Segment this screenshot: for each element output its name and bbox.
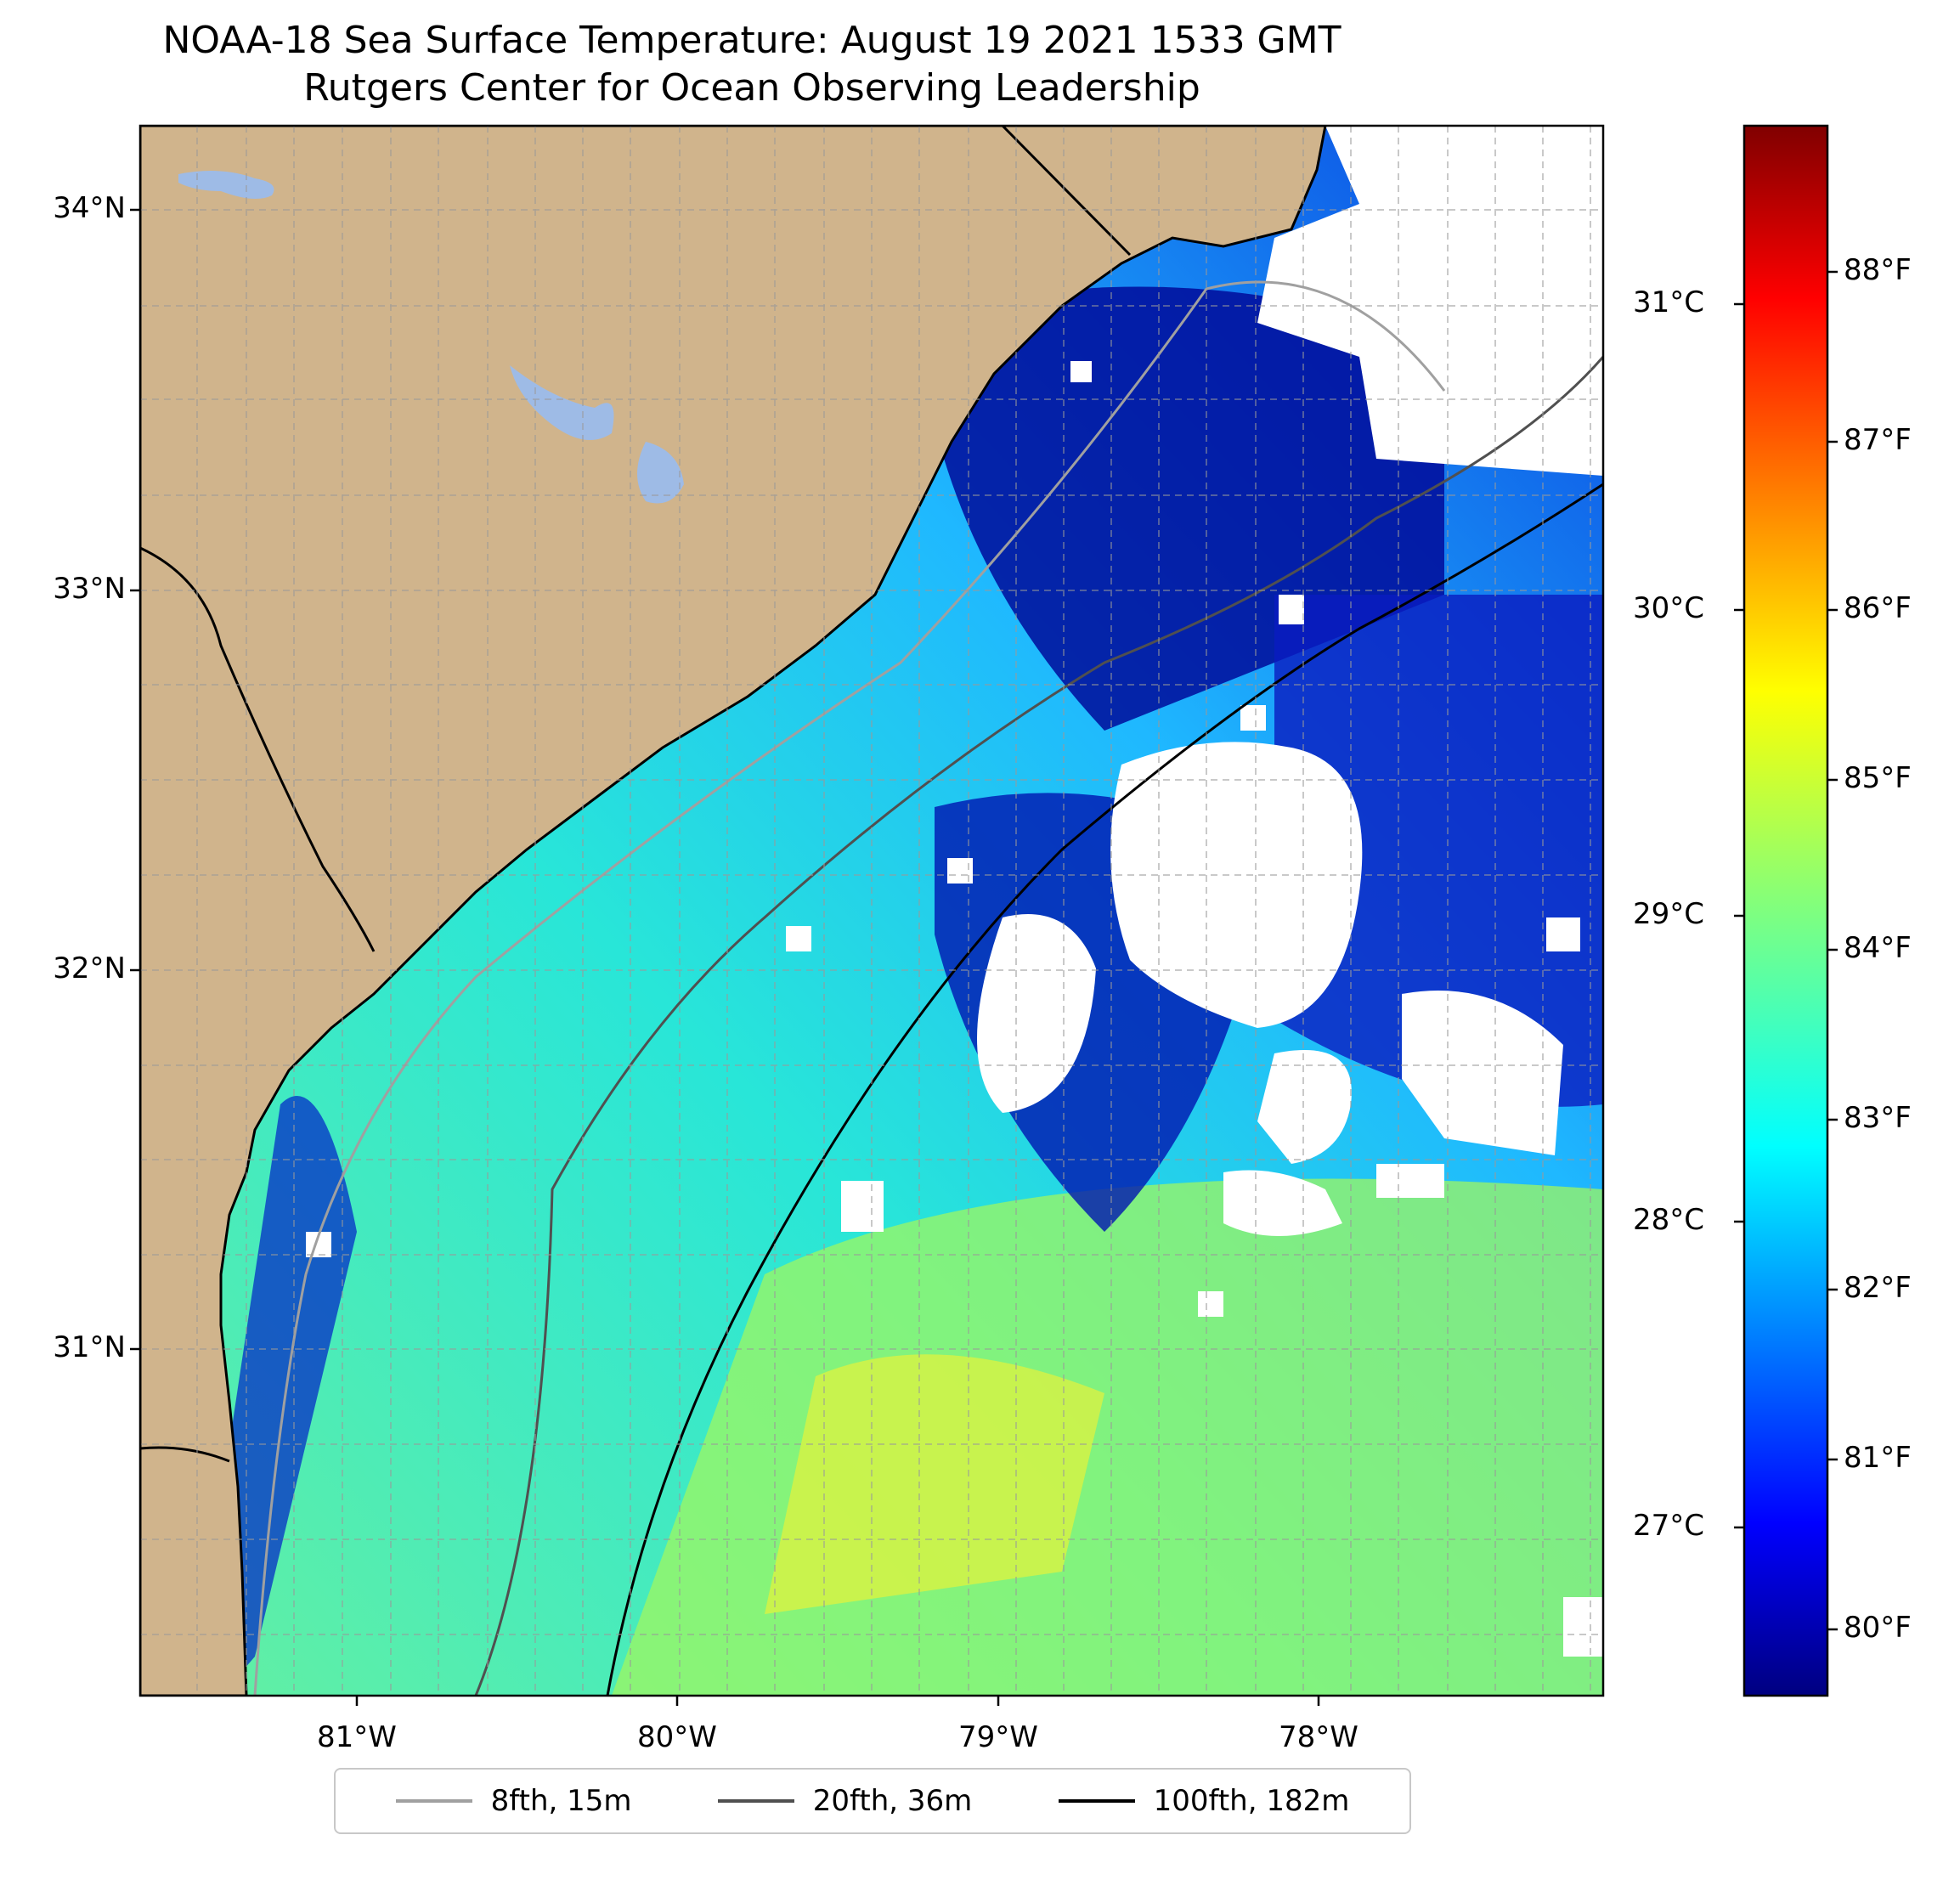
map-gridlines [140,126,1603,1696]
lat-tick-31n: 31°N [53,1330,126,1364]
legend-swatch-8fth [395,1799,472,1803]
colorbar-tick-29c: 29°C [1633,897,1705,931]
legend-item-100fth: 100fth, 182m [1058,1784,1350,1818]
map-title: NOAA-18 Sea Surface Temperature: August … [162,19,1341,62]
isobath-100fth [606,483,1603,1696]
lake-marion [510,365,614,440]
colorbar-tick-85f: 85°F [1844,761,1912,795]
lake-north [178,171,274,199]
lake-moultrie [637,442,684,504]
legend-label-8fth: 8fth, 15m [490,1784,632,1818]
colorbar-tick-27c: 27°C [1633,1509,1705,1543]
lat-tick-34n: 34°N [53,191,126,225]
isobath-legend: 8fth, 15m 20fth, 36m 100fth, 182m [334,1768,1411,1834]
colorbar-tick-84f: 84°F [1844,931,1912,965]
cool-water-east [1274,595,1603,1107]
legend-label-100fth: 100fth, 182m [1153,1784,1350,1818]
map-subtitle: Rutgers Center for Ocean Observing Leade… [303,66,1200,110]
isobath-8fth [253,280,1446,1696]
lon-tick-78w: 78°W [1279,1720,1358,1754]
legend-swatch-20fth [717,1799,794,1803]
lat-tick-32n: 32°N [53,951,126,985]
isobath-20fth [474,356,1603,1696]
lon-tick-81w: 81°W [317,1720,397,1754]
lat-tick-33n: 33°N [53,572,126,606]
colorbar-tick-31c: 31°C [1633,285,1705,319]
axis-ticks [130,208,1320,1706]
colorbar-tick-82f: 82°F [1844,1271,1912,1305]
land-mass [140,126,1327,1696]
colorbar-tick-88f: 88°F [1844,253,1912,287]
colorbar-tick-28c: 28°C [1633,1203,1705,1237]
legend-swatch-100fth [1058,1799,1135,1803]
cloud-mask [306,126,1603,1657]
colorbar-tick-86f: 86°F [1844,591,1912,625]
colorbar-tick-83f: 83°F [1844,1101,1912,1135]
lon-tick-80w: 80°W [637,1720,717,1754]
legend-item-20fth: 20fth, 36m [717,1784,973,1818]
colorbar-tick-80f: 80°F [1844,1611,1912,1645]
lon-tick-79w: 79°W [958,1720,1038,1754]
state-border-nc-sc [1001,126,1132,257]
legend-label-20fth: 20fth, 36m [812,1784,973,1818]
colorbar [1743,124,1829,1697]
map-frame [138,124,1605,1697]
colorbar-ticks [1734,270,1838,1631]
colorbar-tick-81f: 81°F [1844,1441,1912,1475]
legend-item-8fth: 8fth, 15m [395,1784,632,1818]
warmest-water-region [765,1354,1104,1614]
colorbar-tick-30c: 30°C [1633,591,1705,625]
state-border-ga-fl [140,1446,230,1463]
colorbar-tick-87f: 87°F [1844,423,1912,457]
